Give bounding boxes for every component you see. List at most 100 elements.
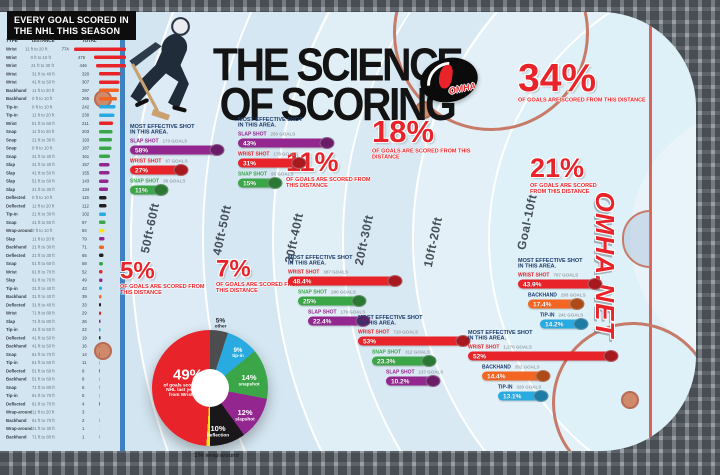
callout-5pct: 5% OF GOALS ARE SCORED FROM THIS DISTANC… [120, 257, 290, 331]
table-row: Wrist 61 ft to 70 ft 52 [6, 268, 126, 276]
cell-type: Slap [6, 236, 16, 242]
table-row: Backhand 41 ft to 50 ft 16 [6, 342, 126, 350]
table-row: Tip-in 11 ft to 20 ft 230 [6, 111, 126, 119]
shot-pct: 43.9% [523, 280, 542, 288]
percent-caption: OF GOALS ARE SCORED FROM THIS DISTANCE [216, 281, 301, 294]
column-distance: DISTANCE [32, 38, 55, 43]
goal-count-bar [99, 220, 106, 225]
table-row: Deflected 51 ft to 60 ft 9 [6, 367, 126, 375]
shot-goals: 35 GOALS [163, 178, 186, 184]
table-row: Backhand 31 ft to 40 ft 39 [6, 293, 126, 301]
shot-bar: 43.9% [518, 278, 603, 290]
shot-name: WRIST SHOT [130, 158, 162, 165]
pie-label-snapshot: 14% snapshot [238, 373, 260, 387]
cell-distance: 21 ft to 30 ft [31, 63, 54, 69]
shot-goals: 312 GOALS [405, 349, 430, 355]
cell-distance: 61 ft to 70 ft [32, 269, 55, 275]
pie-label-deflection: 10% deflection [206, 424, 230, 438]
shot-name: SNAP SHOT [372, 349, 402, 356]
cell-total: 143 [82, 178, 90, 184]
puck-icon [351, 295, 367, 307]
cell-type: Tip-in [6, 360, 18, 366]
goal-count-bar [99, 154, 110, 159]
group-title2: IN THIS AREA. [468, 335, 506, 341]
group-title2: IN THIS AREA. [288, 260, 326, 266]
shot-goals: 137 GOALS [418, 369, 444, 375]
cell-total: 1 [82, 434, 85, 440]
cell-total: 97 [82, 219, 87, 225]
table-row: Deflected 31 ft to 40 ft 33 [6, 301, 126, 309]
shot-name: TIP-IN [498, 384, 513, 391]
shot-pct: 27% [135, 166, 149, 174]
shot-bar: 14.2% [540, 318, 589, 330]
cell-distance: 31 ft to 40 ft [32, 302, 55, 308]
cell-distance: 41 ft to 50 ft [32, 343, 55, 349]
shot-name: BACKHAND [528, 292, 557, 299]
table-row: Slap 71 ft to 80 ft 26 [6, 317, 126, 325]
ice-rink-background [0, 12, 696, 451]
shot-bar-row: TIP-IN 320 GOALS 13.1% [498, 384, 633, 402]
cell-type: Tip-in [6, 393, 18, 399]
cell-total: 155 [82, 170, 90, 176]
badge-line1: EVERY GOAL SCORED IN [14, 15, 129, 25]
percent-caption: OF GOALS ARE SCORED FROM THIS DISTANCE [530, 182, 597, 195]
shot-name: SNAP SHOT [298, 289, 328, 296]
cell-type: Backhand [6, 96, 27, 102]
cell-type: Snap [6, 351, 17, 357]
shot-bars: WRIST SHOT 710 GOALS 53% SNAP SHOT 312 GOA… [358, 330, 503, 387]
cell-type: Snap [6, 129, 17, 135]
cell-distance: 41 ft to 50 ft [32, 327, 55, 333]
table-row: Backhand 21 ft to 30 ft 71 [6, 243, 126, 251]
cell-type: Tip-in [6, 285, 18, 291]
cell-distance: 71 ft to 80 ft [32, 384, 55, 390]
puck-icon [355, 315, 371, 327]
shot-goals: 293 GOALS [560, 292, 586, 298]
distance-arc-60ft [130, 12, 696, 451]
cell-total: 3 [82, 409, 85, 415]
shot-goals: 707 GOALS [553, 272, 579, 278]
pie-label-tip-in: 9% tip-in [232, 346, 244, 359]
cell-distance: 31 ft to 40 ft [32, 294, 55, 300]
column-type: TYPE [6, 38, 18, 43]
goal-count-bar [96, 63, 127, 68]
goal-count-bar [94, 55, 126, 60]
cell-total: 115 [82, 195, 89, 201]
cell-distance: 61 ft to 70 ft [32, 393, 55, 399]
cell-total: 112 [82, 203, 89, 209]
cell-distance: 21 ft to 30 ft [32, 186, 55, 192]
shot-bar: 17.4% [528, 298, 585, 310]
table-row: Wrap-around 21 ft to 30 ft 1 [6, 425, 126, 433]
table-row: Tip-in 21 ft to 30 ft 102 [6, 210, 126, 218]
cell-type: Wrap-around [6, 228, 32, 234]
cell-type: Wrist [6, 71, 17, 77]
shot-bars: SLAP SHOT 173 GOALS 58% WRIST SHOT 97 GOAL… [130, 139, 235, 196]
puck-icon [267, 177, 283, 189]
percent-value: 5% [120, 257, 155, 284]
shot-pct: 17.4% [533, 300, 552, 308]
goal-count-bar [99, 187, 108, 192]
cell-type: Backhand [6, 343, 27, 349]
cell-total: 8 [82, 376, 85, 382]
goal-count-bar [99, 278, 103, 282]
shot-goals: 241 GOALS [558, 312, 584, 318]
cell-type: Wrist [6, 63, 17, 69]
shot-bar: 13.1% [498, 390, 549, 402]
shot-bar: 27% [130, 164, 189, 176]
cell-distance: 0 ft to 10 ft [32, 228, 53, 234]
cell-total: 58 [82, 261, 87, 267]
shot-pct: 53% [363, 337, 377, 345]
puck-icon [319, 137, 335, 149]
cell-type: Slap [6, 186, 16, 192]
cell-type: Deflected [6, 302, 26, 308]
shot-type-pie [152, 330, 268, 446]
cell-type: Wrist [6, 310, 17, 316]
goal-count-bar [99, 385, 100, 390]
cell-total: 29 [82, 310, 87, 316]
goal-count-bar [99, 393, 100, 398]
shot-goals: 250 GOALS [270, 131, 296, 137]
cell-type: Backhand [6, 417, 27, 423]
cell-distance: 21 ft to 30 ft [32, 137, 55, 143]
goal-count-bar [74, 47, 126, 51]
shot-pct: 52% [473, 352, 487, 360]
callout-7pct: 7% OF GOALS ARE SCORED FROM THIS DISTANC… [216, 257, 386, 329]
